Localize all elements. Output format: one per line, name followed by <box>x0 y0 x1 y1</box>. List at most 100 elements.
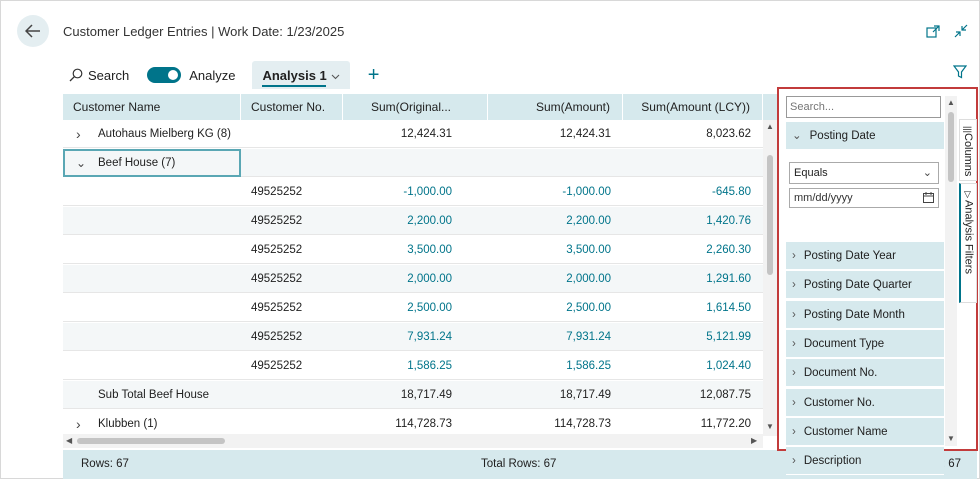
scroll-down-arrow-icon[interactable]: ▼ <box>766 422 774 431</box>
cell-lcy <box>623 149 763 177</box>
cell-customer-name <box>63 236 241 264</box>
cell-amt[interactable]: 2,000.00 <box>566 273 611 285</box>
chevron-right-icon: › <box>792 367 796 380</box>
focused-cell-outline <box>63 149 241 177</box>
cell-customer-name <box>63 323 241 351</box>
cell-amt[interactable]: -1,000.00 <box>562 186 611 198</box>
date-placeholder: mm/dd/yyyy <box>794 192 853 204</box>
cell-amt[interactable]: 2,200.00 <box>566 215 611 227</box>
tab-analysis-filters[interactable]: ▽ Analysis Filters <box>959 183 977 303</box>
chevron-right-icon[interactable]: › <box>76 416 81 432</box>
total-rows-count: Total Rows: 67 <box>481 458 557 470</box>
scroll-down-arrow-icon[interactable]: ▼ <box>947 434 955 443</box>
filter-date-input[interactable]: mm/dd/yyyy <box>789 188 939 208</box>
scroll-up-arrow-icon[interactable]: ▲ <box>766 122 774 131</box>
horizontal-scrollbar[interactable]: ◀ ▶ <box>63 434 763 448</box>
cell-amt <box>488 149 623 177</box>
chevron-down-icon[interactable]: ⌄ <box>76 156 87 170</box>
group-row[interactable]: ⌄ Beef House (7) <box>63 149 763 177</box>
group-row[interactable]: › Autohaus Mielberg KG (8) 12,424.31 12,424… <box>63 120 763 148</box>
scroll-right-arrow-icon[interactable]: ▶ <box>751 436 758 445</box>
column-header-customer-no[interactable]: Customer No. <box>241 94 343 120</box>
scroll-left-arrow-icon[interactable]: ◀ <box>66 436 73 445</box>
filter-field-label: Customer Name <box>803 425 888 438</box>
subtotal-row[interactable]: Sub Total Beef House 18,717.49 18,717.49 12… <box>63 381 763 409</box>
cell-no: 49525252 <box>251 244 303 256</box>
filter-field-item[interactable]: › Posting Date Month <box>786 300 944 329</box>
table-row[interactable]: 49525252 7,931.24 7,931.24 5,121.99 <box>63 323 763 351</box>
search-button[interactable]: Search <box>69 68 129 83</box>
filter-field-item[interactable]: › Posting Date Year <box>786 242 944 270</box>
collapse-icon[interactable] <box>953 23 969 39</box>
cell-amt[interactable]: 1,586.25 <box>566 360 611 372</box>
filter-field-item[interactable]: › Customer No. <box>786 388 944 417</box>
cell-lcy[interactable]: 5,121.99 <box>706 331 751 343</box>
table-row[interactable]: 49525252 1,586.25 1,586.25 1,024.40 <box>63 352 763 380</box>
table-row[interactable]: 49525252 3,500.00 3,500.00 2,260.30 <box>63 236 763 264</box>
open-in-new-window-icon[interactable] <box>925 23 941 39</box>
cell-lcy[interactable]: -645.80 <box>711 186 751 198</box>
cell-lcy: 11,772.20 <box>700 418 751 430</box>
cell-orig[interactable]: 2,200.00 <box>407 215 452 227</box>
filter-search-input[interactable] <box>786 96 941 118</box>
column-header-sum-amount[interactable]: Sum(Amount) <box>488 94 623 120</box>
tab-columns[interactable]: ||| Columns <box>959 119 977 181</box>
chevron-down-icon[interactable] <box>331 68 340 83</box>
filter-field-label: Posting Date Month <box>803 308 905 321</box>
cell-orig[interactable]: -1,000.00 <box>403 186 452 198</box>
cell-orig[interactable]: 1,586.25 <box>407 360 452 372</box>
rows-count: Rows: 67 <box>81 458 129 470</box>
filter-field-item[interactable]: › Document Type <box>786 329 944 358</box>
column-header-customer-name[interactable]: Customer Name <box>63 94 241 120</box>
add-tab-button[interactable]: + <box>367 64 380 86</box>
cell-orig[interactable]: 2,500.00 <box>407 302 452 314</box>
cell-amt[interactable]: 3,500.00 <box>566 244 611 256</box>
cell-lcy[interactable]: 1,024.40 <box>706 360 751 372</box>
table-row[interactable]: 49525252 -1,000.00 -1,000.00 -645.80 <box>63 178 763 206</box>
cell-orig[interactable]: 7,931.24 <box>407 331 452 343</box>
filter-field-item[interactable]: › Description <box>786 447 944 476</box>
cell-amt[interactable]: 7,931.24 <box>566 331 611 343</box>
cell-lcy[interactable]: 2,260.30 <box>706 244 751 256</box>
analyze-label: Analyze <box>189 67 236 83</box>
filter-operator-select[interactable]: Equals ⌄ <box>789 162 939 184</box>
table-row[interactable]: 49525252 2,000.00 2,000.00 1,291.60 <box>63 265 763 293</box>
back-button[interactable] <box>17 15 49 47</box>
column-header-sum-amount-lcy[interactable]: Sum(Amount (LCY)) <box>623 94 763 120</box>
scroll-up-arrow-icon[interactable]: ▲ <box>947 98 955 107</box>
cell-no: 49525252 <box>251 215 303 227</box>
tab-active-indicator <box>262 85 326 87</box>
filter-pane-scrollbar[interactable]: ▲ ▼ <box>945 96 957 446</box>
column-header-sum-original[interactable]: Sum(Original... <box>343 94 488 120</box>
cell-lcy[interactable]: 1,614.50 <box>706 302 751 314</box>
tab-analysis-1[interactable]: Analysis 1 <box>252 61 350 89</box>
filter-field-item[interactable]: › Posting Date Quarter <box>786 271 944 300</box>
filter-field-label: Document No. <box>803 367 878 380</box>
cell-orig[interactable]: 3,500.00 <box>407 244 452 256</box>
customer-name-text: Klubben (1) <box>98 418 158 430</box>
chevron-right-icon[interactable]: › <box>76 126 81 142</box>
scroll-thumb[interactable] <box>948 112 954 182</box>
cell-lcy[interactable]: 1,420.76 <box>706 215 751 227</box>
cell-no: 49525252 <box>251 186 303 198</box>
cell-orig[interactable]: 2,000.00 <box>407 273 452 285</box>
chevron-right-icon: › <box>792 279 796 292</box>
filter-field-item[interactable]: › Customer Name <box>786 417 944 446</box>
scroll-thumb[interactable] <box>77 438 225 444</box>
filter-field-posting-date[interactable]: ⌄ Posting Date <box>786 122 944 150</box>
cell-no: 49525252 <box>251 360 303 372</box>
cell-lcy[interactable]: 1,291.60 <box>706 273 751 285</box>
cell-amt[interactable]: 2,500.00 <box>566 302 611 314</box>
table-row[interactable]: 49525252 2,200.00 2,200.00 1,420.76 <box>63 207 763 235</box>
vertical-scrollbar[interactable]: ▲ ▼ <box>763 120 777 436</box>
table-row[interactable]: 49525252 2,500.00 2,500.00 1,614.50 <box>63 294 763 322</box>
analyze-toggle[interactable] <box>147 67 182 83</box>
filter-field-label: Customer No. <box>803 396 875 409</box>
filter-field-item[interactable]: › Document No. <box>786 359 944 388</box>
scroll-thumb[interactable] <box>767 155 773 275</box>
analysis-filter-pane: ⌄ Posting Date Equals ⌄ mm/dd/yyyy › Posti… <box>777 87 978 476</box>
calendar-icon[interactable] <box>923 192 934 206</box>
customer-name-text: Beef House (7) <box>98 157 176 169</box>
tab-columns-label: Columns <box>962 133 974 177</box>
filter-icon[interactable] <box>952 65 968 84</box>
